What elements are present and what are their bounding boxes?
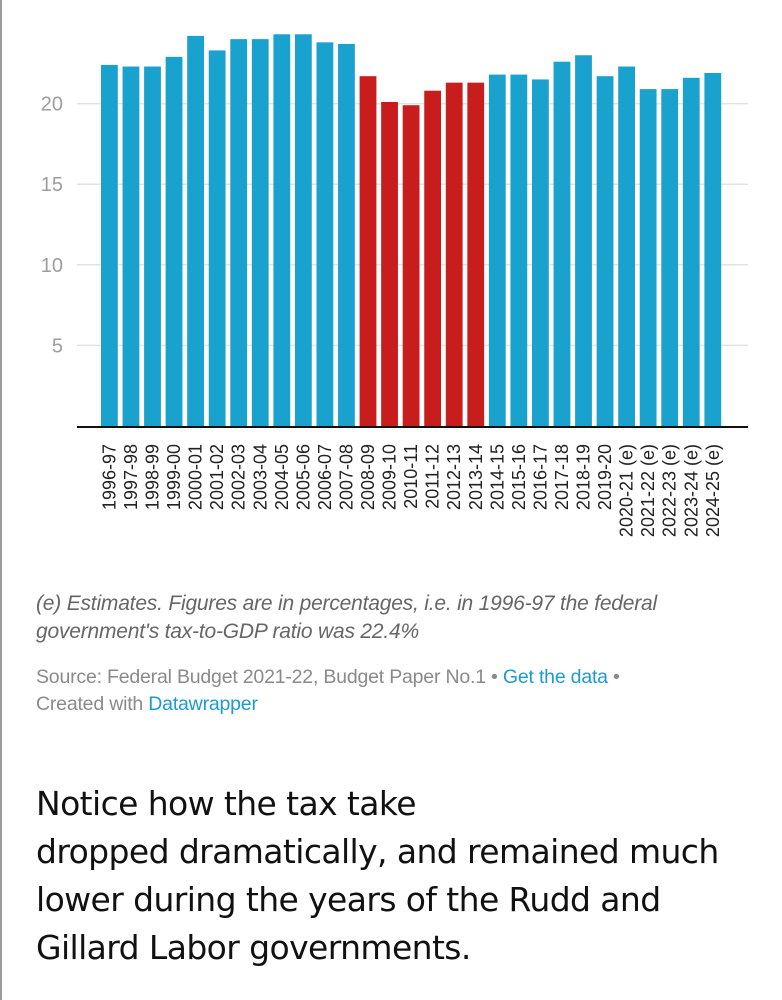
bar-2008-09 bbox=[359, 76, 377, 427]
x-tick-label: 1999-00 bbox=[164, 444, 184, 510]
created-with-text: Created with bbox=[36, 693, 149, 715]
x-tick-label: 2009-10 bbox=[380, 444, 400, 510]
bar-2010-11 bbox=[402, 105, 420, 426]
x-tick-label: 2014-15 bbox=[487, 444, 507, 510]
x-tick-label: 2017-18 bbox=[552, 444, 572, 510]
bars bbox=[101, 34, 722, 427]
datawrapper-link[interactable]: Datawrapper bbox=[148, 693, 258, 715]
article-paragraph: Notice how the tax take dropped dramatic… bbox=[36, 780, 766, 972]
x-tick-label: 2011-12 bbox=[423, 444, 443, 509]
x-tick-label: 2007-08 bbox=[336, 444, 356, 510]
x-tick-label: 2006-07 bbox=[315, 444, 335, 510]
bar-chart: 5 10 15 20 1996-97 1997-98 1998-99 1999-00 2000… bbox=[41, 34, 748, 537]
x-tick-label: 1998-99 bbox=[143, 444, 163, 510]
x-tick-label: 2013-14 bbox=[466, 444, 486, 510]
bar-2001-02 bbox=[208, 50, 226, 427]
y-tick-label: 10 bbox=[41, 255, 63, 277]
bar-2004-05 bbox=[273, 34, 291, 427]
bar-2009-10 bbox=[381, 101, 398, 426]
bar-2022-23e bbox=[661, 89, 679, 426]
bar-2017-18 bbox=[553, 61, 571, 427]
bar-2021-22e bbox=[639, 89, 657, 426]
bar-2012-13 bbox=[445, 82, 463, 427]
x-tick-label: 2022-23 (e) bbox=[660, 444, 680, 537]
bar-2013-14 bbox=[467, 82, 485, 427]
bar-2014-15 bbox=[488, 74, 506, 427]
x-tick-label: 1996-97 bbox=[99, 444, 119, 510]
x-tick-label: 2015-16 bbox=[509, 444, 529, 510]
bar-2015-16 bbox=[510, 74, 528, 427]
x-tick-label: 2016-17 bbox=[530, 444, 550, 510]
x-tick-label: 2019-20 bbox=[595, 444, 615, 510]
article-line: Notice how the tax take bbox=[36, 784, 417, 823]
source-text: Source: Federal Budget 2021-22, Budget P… bbox=[36, 666, 486, 688]
x-tick-label: 2012-13 bbox=[444, 444, 464, 510]
x-tick-label: 1997-98 bbox=[121, 444, 141, 510]
x-tick-label: 2023-24 (e) bbox=[681, 444, 701, 537]
bar-1996-97 bbox=[101, 64, 118, 427]
bar-2016-17 bbox=[532, 79, 549, 427]
x-tick-label: 2010-11 bbox=[401, 444, 421, 509]
bar-2003-04 bbox=[251, 39, 269, 427]
x-axis-ticks: 1996-97 1997-98 1998-99 1999-00 2000-01 2001-… bbox=[99, 444, 722, 537]
bar-2005-06 bbox=[294, 34, 312, 427]
x-tick-label: 2001-02 bbox=[207, 444, 227, 510]
chart-notes: (e) Estimates. Figures are in percentage… bbox=[36, 592, 658, 643]
bar-1999-00 bbox=[165, 56, 183, 427]
x-tick-label: 2024-25 (e) bbox=[703, 444, 723, 537]
x-tick-label: 2021-22 (e) bbox=[638, 444, 658, 537]
x-tick-label: 2008-09 bbox=[358, 444, 378, 510]
article-line: dropped dramatically, and remained much bbox=[36, 832, 719, 871]
y-axis-ticks: 5 10 15 20 bbox=[41, 94, 63, 358]
x-tick-label: 2018-19 bbox=[574, 444, 594, 510]
bar-2024-25e bbox=[704, 72, 722, 427]
bar-2007-08 bbox=[338, 43, 355, 427]
x-tick-label: 2000-01 bbox=[186, 444, 206, 510]
article-line: Gillard Labor governments. bbox=[36, 928, 471, 967]
x-tick-label: 2002-03 bbox=[229, 444, 249, 510]
x-tick-label: 2004-05 bbox=[272, 444, 292, 510]
bar-1998-99 bbox=[144, 66, 161, 427]
bar-2002-03 bbox=[230, 39, 248, 427]
bar-2020-21e bbox=[618, 66, 635, 427]
y-tick-label: 5 bbox=[52, 335, 63, 357]
get-the-data-link[interactable]: Get the data bbox=[502, 666, 608, 688]
x-tick-label: 2020-21 (e) bbox=[617, 444, 637, 537]
bar-2011-12 bbox=[424, 90, 442, 426]
y-tick-label: 20 bbox=[41, 94, 63, 116]
chart-source: Source: Federal Budget 2021-22, Budget P… bbox=[36, 664, 766, 718]
bar-2000-01 bbox=[187, 35, 204, 427]
page-edge-divider bbox=[0, 0, 2, 1000]
y-tick-label: 15 bbox=[41, 174, 63, 196]
bar-2023-24e bbox=[682, 77, 700, 427]
separator: • bbox=[485, 666, 503, 688]
bar-2019-20 bbox=[596, 76, 614, 427]
bar-2006-07 bbox=[316, 42, 334, 427]
x-tick-label: 2003-04 bbox=[250, 444, 270, 510]
x-tick-label: 2005-06 bbox=[293, 444, 313, 510]
bar-1997-98 bbox=[122, 66, 140, 427]
article-line: lower during the years of the Rudd and bbox=[36, 880, 661, 919]
bar-2018-19 bbox=[575, 55, 592, 427]
separator: • bbox=[607, 666, 620, 688]
